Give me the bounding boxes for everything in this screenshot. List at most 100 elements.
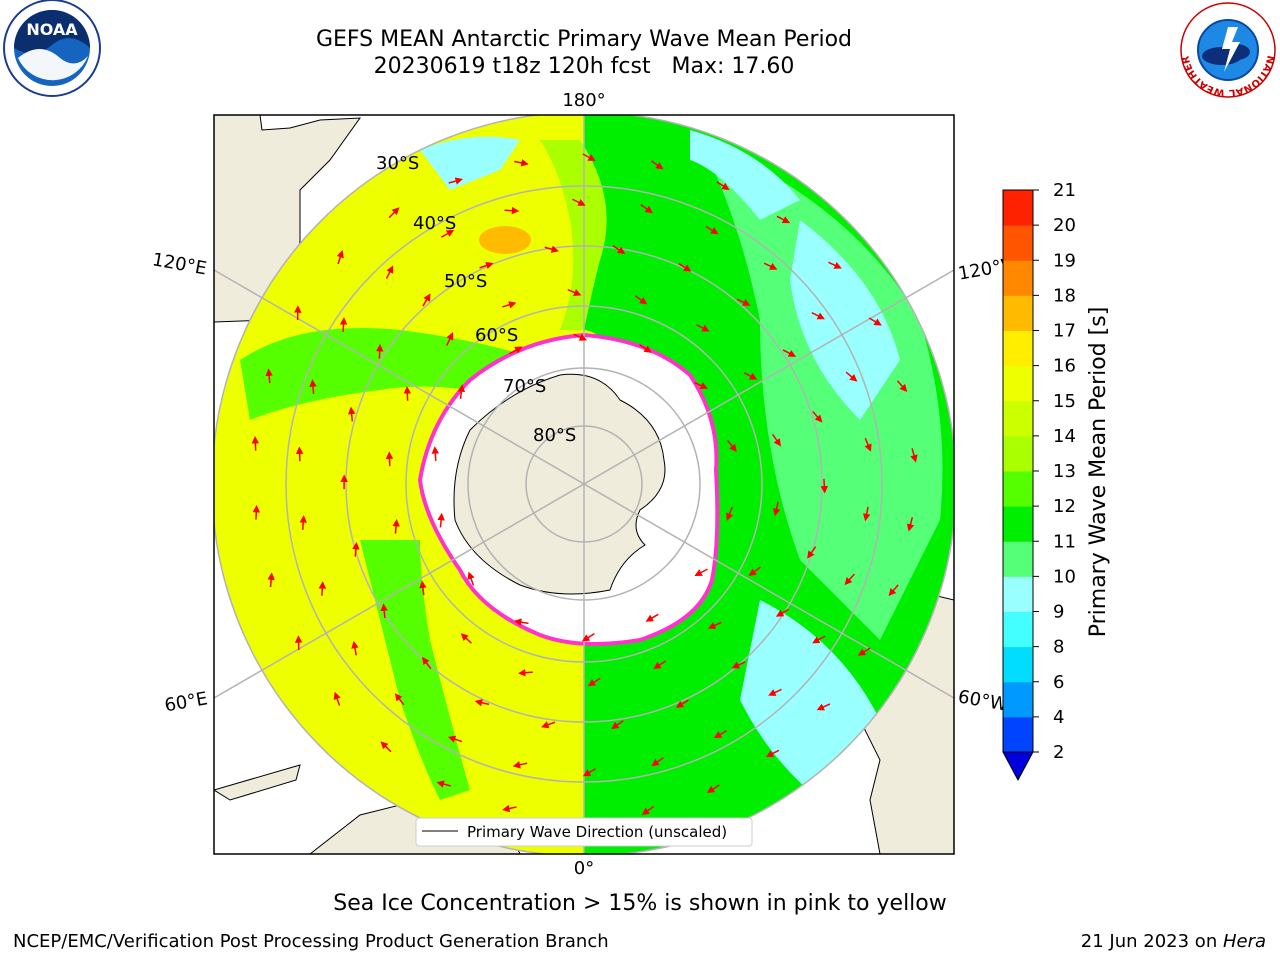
meridian-label-top: 180° [562,90,605,111]
wave-arrow [572,198,586,206]
wave-arrow [419,580,427,596]
wave-arrow [862,506,871,522]
wave-arrow [707,621,722,629]
wave-arrow [422,656,432,670]
wave-arrow [441,229,455,238]
wave-arrow [811,312,825,320]
wave-arrow [694,381,708,389]
meridian-label-upper-left: 120°E [151,249,209,279]
lat-label-60s: 60°S [475,325,518,346]
wave-arrow [772,501,781,517]
colorbar-tick-label: 2 [1053,742,1064,763]
noaa-logo: NOAA [3,0,101,97]
wave-arrow [504,206,520,215]
meridian-label-bottom: 0° [574,858,594,879]
wave-arrow [394,693,405,706]
colorbar-segment [1003,400,1033,437]
colorbar-segment [1003,541,1033,577]
wave-arrow [474,699,490,707]
wave-arrow [696,324,710,332]
wave-arrow [375,343,384,359]
colorbar-tick-label: 19 [1053,250,1076,271]
wave-arrow [743,372,758,380]
colorbar-segment [1003,471,1033,507]
wave-arrow [776,215,791,224]
wave-arrow [857,647,871,656]
wave-arrow [705,225,719,235]
wave-arrow [651,160,664,170]
colorbar-segment [1003,576,1033,612]
wave-arrow [385,265,394,279]
colorbar-segment [1003,365,1033,402]
wave-arrow [896,380,908,392]
wave-arrow [514,159,529,167]
wave-arrow [812,410,823,423]
colorbar-tick-label: 13 [1053,461,1076,482]
colorbar-segment [1003,611,1033,648]
wave-arrow [768,688,782,696]
footer-branch: NCEP/EMC/Verification Post Processing Pr… [13,931,609,952]
wave-arrow [807,546,817,559]
wave-arrow [820,478,829,494]
wave-arrow [267,572,275,588]
wave-arrow [380,741,392,753]
wave-arrow [587,677,601,687]
wave-arrow [351,640,359,656]
wave-arrow [910,448,918,463]
wave-direction-arrows [251,153,918,816]
wave-arrow [447,735,463,743]
legend-label: Primary Wave Direction (unscaled) [467,823,727,841]
wave-arrow [651,757,664,767]
wave-arrow [309,379,317,394]
wave-arrow [716,181,730,191]
colorbar-segment [1003,295,1033,331]
wave-arrow [567,288,582,296]
wave-arrow [634,295,648,305]
wave-arrow [479,261,494,270]
wave-arrow [713,730,727,739]
wave-arrow [782,349,797,357]
footer-date-text: 21 Jun 2023 on [1080,931,1223,952]
wave-arrow [775,608,790,617]
wave-arrow [582,768,596,777]
wave-arrow [431,446,440,461]
colorbar-tick-label: 17 [1053,321,1076,342]
wave-arrow [771,433,781,447]
wave-arrow [513,618,529,626]
wave-arrow [706,784,720,793]
wave-arrow [581,633,595,642]
wave-arrow [518,669,533,677]
wave-arrow [502,301,517,309]
colorbar-segment [1003,435,1033,472]
colorbar-tick-label: 4 [1053,707,1064,728]
wave-arrow [422,293,431,307]
wave-arrow [763,262,778,270]
wave-arrow [502,804,517,813]
wave-arrow [639,344,652,353]
wave-arrow [765,749,780,758]
wave-arrow [748,566,761,577]
colorbar-tick-label: 6 [1053,672,1064,693]
wave-arrow [252,504,261,520]
meridian-label-lower-left: 60°E [163,688,209,716]
map-title: GEFS MEAN Antarctic Primary Wave Mean Pe… [315,27,853,52]
wave-arrow [736,298,751,306]
colorbar-tick-label: 16 [1053,356,1076,377]
wave-arrow [352,541,360,557]
wave-arrow [380,603,388,619]
meridian-label-lower-right: 60°W [956,686,1009,715]
wave-arrow [641,805,655,816]
arrow-legend: Primary Wave Direction (unscaled) [415,817,753,847]
colorbar-tick-label: 20 [1053,215,1076,236]
colorbar-tick-label: 18 [1053,285,1076,306]
colorbar-label: Primary Wave Mean Period [s] [1086,307,1111,638]
colorbar-tick-label: 10 [1053,566,1076,587]
noaa-logo-text: NOAA [26,20,78,39]
wave-arrow [392,518,400,534]
nws-logo: NATIONAL WEATHER SERVICE [1178,2,1276,98]
wave-arrow [828,261,842,269]
wave-arrow [436,780,452,788]
wave-arrow [611,720,624,730]
colorbar-segment [1003,330,1033,367]
colorbar: 2 4 6 8 9 10 11 12 13 14 15 16 17 18 19 20 21 [1002,180,1076,782]
